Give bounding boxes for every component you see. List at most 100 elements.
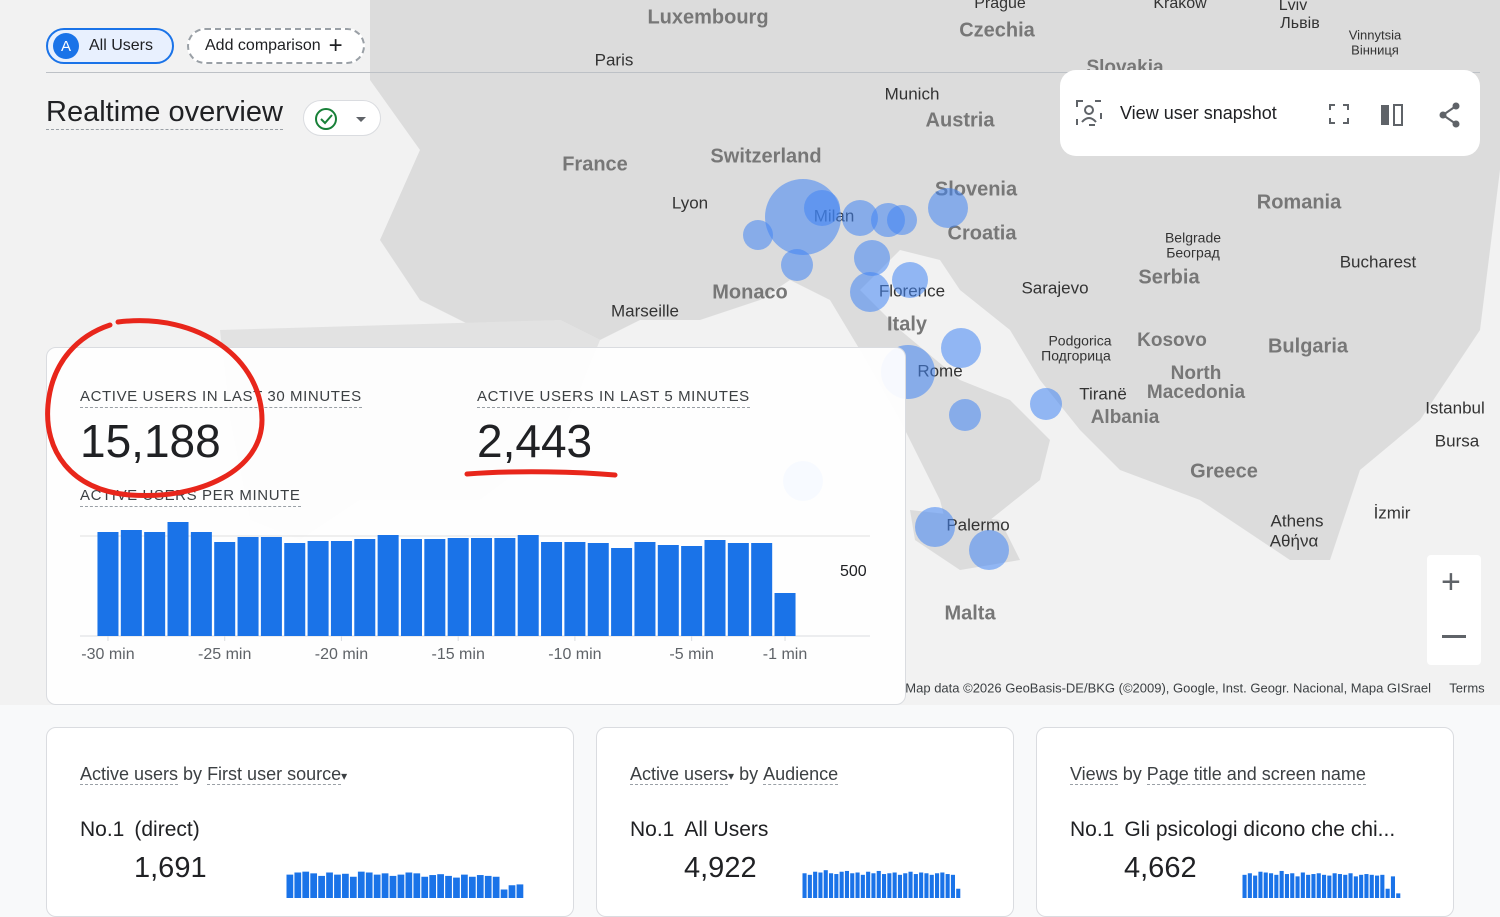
rank: No.1 xyxy=(1070,818,1115,841)
card: Active users▾ by Audience No.1 All Users 4,92… xyxy=(596,727,1014,917)
sparkline-bar xyxy=(1290,873,1295,898)
sparkline-bar xyxy=(1348,873,1353,898)
map-label: Romania xyxy=(1257,191,1342,213)
page: Luxembourg Prague Czechia Krakow Lviv Львів Vi… xyxy=(45,0,1500,917)
map-bubble xyxy=(842,200,878,236)
dimension: Page title and screen name xyxy=(1146,764,1366,785)
sparkline-bar xyxy=(929,874,934,898)
sparkline-bar xyxy=(326,872,333,898)
map-attribution: Map data ©2026 GeoBasis-DE/BKG (©2009), … xyxy=(905,680,1431,695)
sparkline-bar xyxy=(453,877,460,898)
sparkline-bar xyxy=(445,875,452,898)
sparkline xyxy=(286,871,524,898)
toolbar-icons[interactable] xyxy=(1326,102,1466,128)
dimension: First user source xyxy=(207,764,342,785)
sparkline-bar xyxy=(1380,874,1385,898)
map-toolbar: View user snapshot xyxy=(1060,70,1480,156)
map-label: Switzerland xyxy=(710,145,821,167)
top-row: No.1 (direct) xyxy=(80,818,200,842)
map-label: Belgrade xyxy=(1165,230,1221,246)
sparkline-bar xyxy=(397,874,405,898)
summary-card: ACTIVE USERS IN LAST 30 MINUTES 15,188 A… xyxy=(46,347,906,705)
map-label: Macedonia xyxy=(1147,382,1246,403)
sparkline-bar xyxy=(1390,876,1395,898)
sparkline-bar xyxy=(1263,872,1268,898)
sparkline-bar xyxy=(437,874,444,898)
map-label: Austria xyxy=(926,109,996,131)
sparkline-bar xyxy=(294,872,302,898)
map-label: Czechia xyxy=(959,19,1035,41)
map-label: Lviv xyxy=(1279,0,1307,14)
metric-value: 2,443 xyxy=(477,415,593,467)
sparkline-bar xyxy=(913,874,918,898)
map-bubble xyxy=(850,272,890,312)
by: by xyxy=(183,764,203,784)
zoom-in[interactable]: + xyxy=(1441,563,1461,601)
by: by xyxy=(739,764,759,784)
sparkline-bar xyxy=(839,871,844,898)
map-label: Greece xyxy=(1190,460,1258,482)
map-label: Monaco xyxy=(712,281,788,303)
map-label: Bucharest xyxy=(1340,252,1417,271)
sparkline-bar xyxy=(897,874,902,898)
map-label: Tiranë xyxy=(1079,384,1127,403)
map-label: North xyxy=(1171,363,1222,384)
sparkline-bar xyxy=(1269,873,1274,898)
sparkline-bar xyxy=(908,871,913,898)
top-row: No.1 Gli psicologi dicono che chi... xyxy=(1070,818,1395,842)
sparkline-bar xyxy=(1385,888,1390,898)
rank: No.1 xyxy=(80,818,125,841)
sparkline-bar xyxy=(945,874,950,898)
sparkline-bar xyxy=(1242,874,1247,898)
sparkline-bar xyxy=(318,875,325,898)
zoom-out[interactable] xyxy=(1442,635,1466,638)
map-label: Подгорица xyxy=(1041,348,1111,364)
status-chip[interactable] xyxy=(303,100,381,136)
add-comparison[interactable]: Add comparison + xyxy=(187,28,365,64)
segment-chip[interactable]: A All Users xyxy=(46,28,174,64)
sparkline-bar xyxy=(302,871,310,898)
snapshot-label[interactable]: View user snapshot xyxy=(1120,103,1277,123)
sparkline-bar xyxy=(844,870,849,898)
sparkline-bar xyxy=(429,875,437,898)
sparkline-bar xyxy=(492,876,500,898)
sparkline-bar xyxy=(813,871,818,898)
map-label: Львів xyxy=(1280,15,1319,32)
metric-label: ACTIVE USERS IN LAST 30 MINUTES xyxy=(80,388,362,408)
map-label: Αθήνα xyxy=(1270,531,1319,550)
map-bubble xyxy=(892,262,928,298)
card-value: 4,662 xyxy=(1124,852,1197,884)
map-label: Prague xyxy=(974,0,1026,12)
map-terms[interactable]: Terms xyxy=(1449,680,1485,695)
dimension: Audience xyxy=(763,764,839,785)
map-label: Lyon xyxy=(672,193,708,212)
metric-label: ACTIVE USERS IN LAST 5 MINUTES xyxy=(477,388,750,408)
top-item: All Users xyxy=(684,818,769,841)
sparkline-bar xyxy=(1332,873,1337,898)
snapshot-icon[interactable] xyxy=(1074,98,1106,130)
sparkline-bar xyxy=(484,875,492,898)
sparkline-bar xyxy=(413,873,421,898)
sparkline-bar xyxy=(342,873,349,898)
map-label: Podgorica xyxy=(1048,333,1111,349)
map-label: Istanbul xyxy=(1425,398,1485,417)
metric: Active users xyxy=(630,764,729,785)
metric: Active users xyxy=(80,764,179,785)
map-label: Bursa xyxy=(1435,431,1480,450)
divider xyxy=(46,72,1480,73)
sparkline-bar xyxy=(357,871,365,898)
card: Views by Page title and screen name No.1 Gli… xyxy=(1036,727,1454,917)
map-label: Albania xyxy=(1091,407,1160,428)
sparkline xyxy=(802,870,961,898)
sparkline-bar xyxy=(1375,875,1380,898)
map-label: İzmir xyxy=(1374,503,1411,522)
card-title: Views by Page title and screen name xyxy=(1070,764,1366,785)
top-item: Gli psicologi dicono che chi... xyxy=(1124,818,1396,841)
card-title: Active users▾ by Audience xyxy=(630,764,839,785)
map-bubble xyxy=(743,220,773,250)
sparkline-bar xyxy=(1327,875,1332,898)
map-label: Athens xyxy=(1271,511,1324,530)
sparkline-bar xyxy=(421,876,429,898)
dropdown: ▾ xyxy=(728,769,735,783)
sparkline-bar xyxy=(887,873,892,898)
